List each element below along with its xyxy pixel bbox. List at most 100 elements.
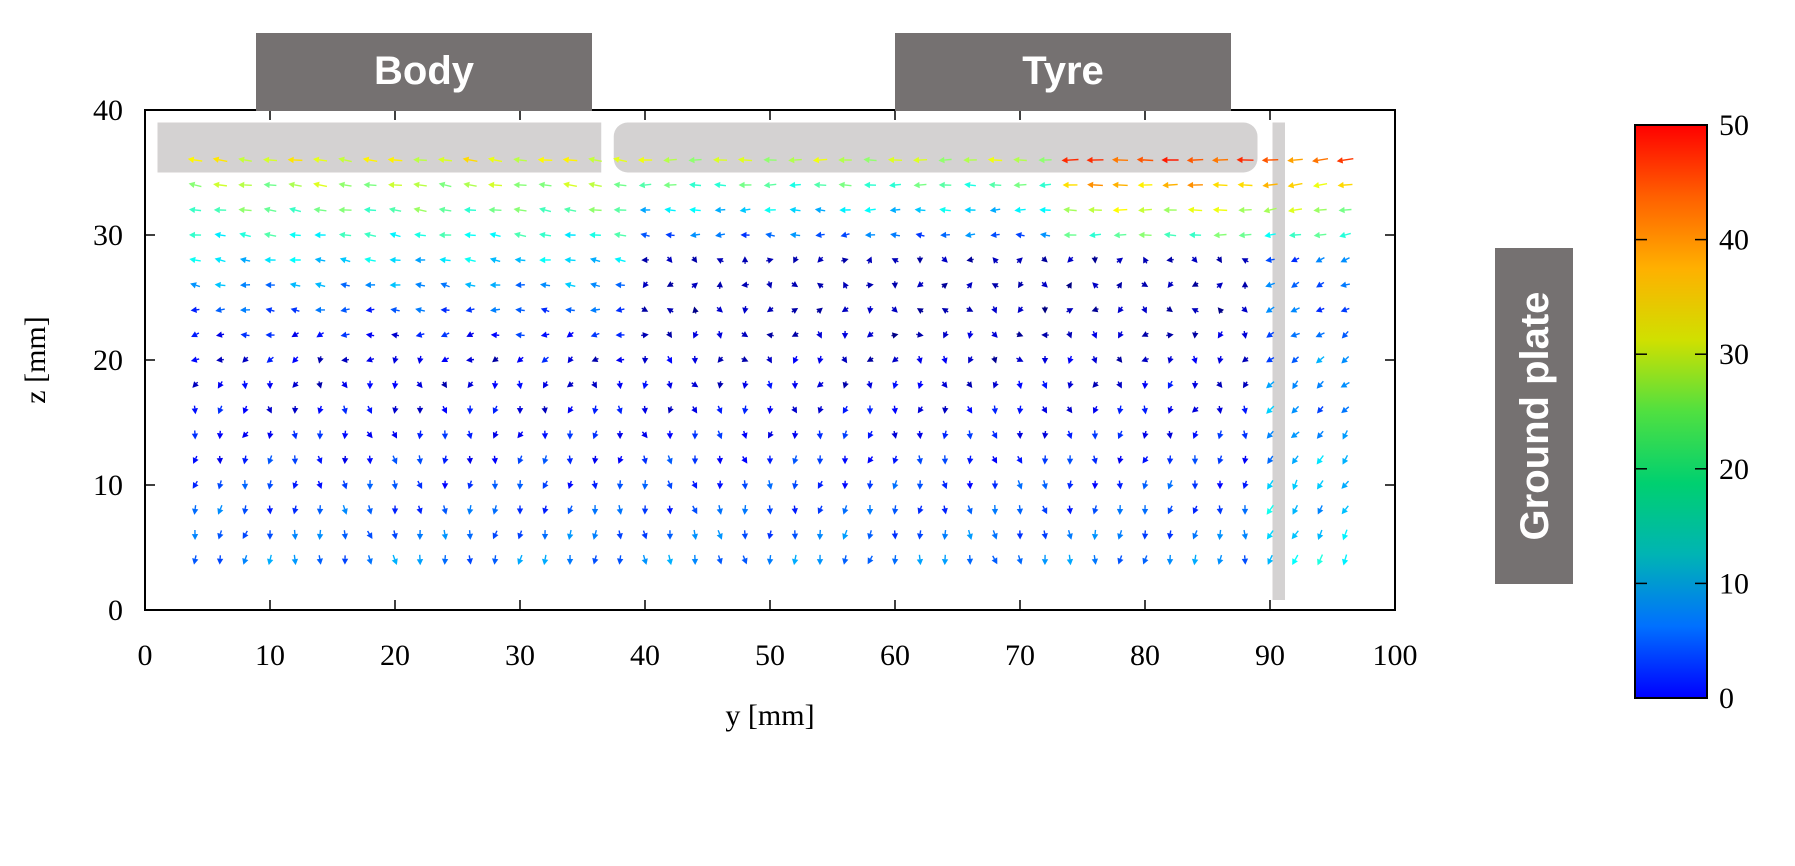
velocity-vector xyxy=(668,406,674,413)
velocity-vector xyxy=(639,182,651,188)
vector-shaft xyxy=(195,555,196,558)
vector-head xyxy=(891,432,897,439)
vector-shaft xyxy=(1020,209,1025,210)
velocity-vector xyxy=(1338,182,1353,188)
vector-shaft xyxy=(268,406,269,408)
velocity-vector xyxy=(367,456,373,465)
velocity-vector xyxy=(766,281,772,288)
vector-head xyxy=(315,282,322,288)
velocity-vector xyxy=(342,505,348,515)
vector-shaft xyxy=(470,481,471,484)
vector-shaft xyxy=(1195,555,1196,559)
vector-head xyxy=(289,257,295,263)
vector-shaft xyxy=(1147,333,1148,334)
velocity-vector xyxy=(367,531,373,539)
vector-shaft xyxy=(394,160,403,161)
velocity-vector xyxy=(1243,381,1249,388)
velocity-vector xyxy=(792,506,798,515)
velocity-vector xyxy=(240,307,250,313)
vector-shaft xyxy=(1319,210,1326,211)
vector-head xyxy=(567,458,573,464)
vector-head xyxy=(367,383,373,389)
velocity-vector xyxy=(564,232,575,238)
velocity-vector xyxy=(317,505,323,515)
vector-head xyxy=(867,282,873,288)
vector-head xyxy=(915,207,921,213)
vector-head xyxy=(192,433,198,439)
vector-shaft xyxy=(922,311,923,312)
vector-shaft xyxy=(871,457,872,459)
vector-head xyxy=(442,458,448,465)
vector-shaft xyxy=(942,286,943,287)
vector-head xyxy=(1092,559,1098,565)
velocity-vector xyxy=(392,530,398,539)
velocity-vector xyxy=(317,530,323,540)
velocity-vector xyxy=(266,307,275,313)
velocity-vector xyxy=(615,282,625,288)
velocity-vector xyxy=(567,381,574,387)
velocity-vector xyxy=(392,356,398,364)
vector-shaft xyxy=(394,530,395,533)
vector-shaft xyxy=(520,555,522,559)
vector-head xyxy=(1164,232,1170,238)
vector-head xyxy=(588,207,594,213)
vector-shaft xyxy=(1168,184,1177,185)
velocity-vector xyxy=(965,207,976,213)
vector-head xyxy=(816,308,823,314)
vector-head xyxy=(742,483,748,489)
velocity-vector xyxy=(764,207,776,213)
vector-shaft xyxy=(1247,261,1248,262)
velocity-vector xyxy=(642,406,648,414)
vector-shaft xyxy=(1221,332,1222,334)
vector-shaft xyxy=(320,210,327,211)
velocity-vector xyxy=(292,530,298,540)
vector-shaft xyxy=(519,210,526,211)
vector-shaft xyxy=(672,283,673,284)
vector-head xyxy=(1039,182,1045,188)
velocity-vector xyxy=(1042,356,1048,364)
velocity-vector xyxy=(791,308,798,314)
vector-head xyxy=(567,433,573,439)
vector-head xyxy=(517,383,523,390)
vector-head xyxy=(640,207,646,213)
velocity-vector xyxy=(467,530,473,540)
vector-shaft xyxy=(1346,382,1350,384)
vector-shaft xyxy=(220,505,222,509)
vector-shaft xyxy=(996,381,997,383)
vector-head xyxy=(1267,533,1273,540)
vector-shaft xyxy=(572,383,573,384)
vector-shaft xyxy=(570,210,576,211)
velocity-vector xyxy=(742,530,748,539)
velocity-vector xyxy=(1142,505,1148,515)
velocity-vector xyxy=(541,307,549,313)
velocity-vector xyxy=(1242,431,1248,440)
velocity-vector xyxy=(539,207,551,213)
velocity-vector xyxy=(1141,281,1148,287)
velocity-vector xyxy=(1042,480,1048,489)
velocity-vector xyxy=(267,357,274,363)
vector-shaft xyxy=(846,234,849,235)
velocity-vector xyxy=(839,182,852,188)
velocity-vector xyxy=(1287,157,1303,163)
vector-head xyxy=(491,332,497,338)
vector-head xyxy=(867,307,873,313)
velocity-vector xyxy=(1216,256,1222,263)
vector-head xyxy=(392,483,398,489)
vector-shaft xyxy=(1321,381,1324,384)
vector-head xyxy=(1087,182,1093,188)
vector-shaft xyxy=(396,310,399,311)
velocity-vector xyxy=(342,431,348,440)
vector-shaft xyxy=(872,358,873,359)
velocity-vector xyxy=(192,406,198,415)
velocity-vector xyxy=(592,356,599,362)
vector-head xyxy=(466,433,472,440)
velocity-vector xyxy=(1313,182,1327,188)
velocity-vector xyxy=(1018,281,1024,288)
velocity-vector xyxy=(490,282,501,288)
velocity-vector xyxy=(513,182,526,188)
vector-head xyxy=(1239,232,1245,238)
y-tick-label: 30 xyxy=(93,219,123,252)
velocity-vector xyxy=(617,431,623,439)
vector-shaft xyxy=(417,382,418,384)
velocity-vector xyxy=(1213,232,1226,238)
